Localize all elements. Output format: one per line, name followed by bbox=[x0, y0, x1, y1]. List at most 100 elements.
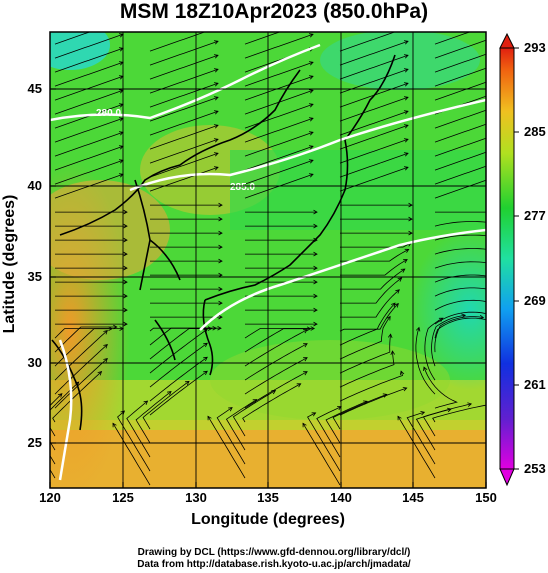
streamline bbox=[434, 248, 486, 255]
streamline-arrow-icon bbox=[203, 342, 208, 348]
streamline bbox=[54, 89, 124, 115]
streamline bbox=[149, 54, 219, 80]
grid-lines bbox=[50, 32, 486, 488]
streamline bbox=[432, 404, 486, 423]
streamline-arrow-icon bbox=[313, 307, 318, 313]
streamline-arrow-icon bbox=[313, 279, 318, 285]
y-tick-label: 30 bbox=[27, 355, 42, 370]
streamline bbox=[340, 259, 408, 276]
streamline bbox=[52, 371, 102, 423]
streamline-arrow-icon bbox=[123, 293, 128, 299]
streamline-arrow-icon bbox=[493, 321, 497, 325]
streamline bbox=[325, 400, 368, 444]
streamline bbox=[434, 109, 486, 129]
streamline bbox=[339, 96, 409, 122]
streamline-arrow-icon bbox=[213, 82, 219, 87]
streamline-arrow-icon bbox=[403, 259, 408, 264]
streamline bbox=[244, 159, 314, 185]
streamline-arrow-icon bbox=[213, 152, 219, 157]
streamline bbox=[332, 394, 387, 430]
streamline bbox=[244, 145, 314, 171]
streamline-arrow-icon bbox=[438, 317, 444, 322]
streamline bbox=[434, 137, 486, 157]
streamline bbox=[434, 299, 486, 311]
streamline-arrow-icon bbox=[108, 326, 113, 331]
streamline-arrow-icon bbox=[390, 350, 395, 355]
streamline bbox=[434, 311, 486, 325]
streamline bbox=[142, 380, 190, 430]
streamline-arrow-icon bbox=[184, 380, 190, 386]
streamline-arrow-icon bbox=[214, 27, 218, 31]
streamline-arrow-icon bbox=[103, 330, 108, 335]
y-tick-label: 45 bbox=[27, 81, 42, 96]
streamline bbox=[340, 242, 412, 248]
streamline bbox=[339, 387, 407, 416]
streamline-arrow-icon bbox=[271, 390, 277, 395]
streamline-arrow-icon bbox=[218, 216, 223, 222]
streamline-arrow-icon bbox=[403, 166, 409, 171]
x-ticks bbox=[49, 482, 487, 488]
streamline bbox=[244, 329, 308, 367]
streamline-arrow-icon bbox=[218, 300, 223, 306]
streamline bbox=[244, 131, 314, 157]
streamline-arrow-icon bbox=[408, 202, 413, 208]
streamline bbox=[54, 117, 124, 143]
streamline-arrow-icon bbox=[499, 20, 503, 24]
streamline-arrow-icon bbox=[391, 302, 396, 308]
streamline bbox=[225, 399, 257, 451]
y-tick-label: 25 bbox=[27, 435, 42, 450]
streamline-arrow-icon bbox=[218, 244, 223, 250]
streamline-arrow-icon bbox=[296, 383, 302, 388]
streamline-arrow-icon bbox=[217, 325, 222, 331]
streamline-arrow-icon bbox=[308, 159, 314, 164]
credit-data: Data from http://database.rish.kyoto-u.a… bbox=[137, 559, 411, 570]
streamline bbox=[434, 287, 486, 297]
streamline bbox=[149, 342, 208, 388]
streamline bbox=[434, 316, 484, 353]
streamline bbox=[423, 366, 458, 409]
contour-label-280: 280.0 bbox=[96, 108, 121, 119]
streamline-arrow-icon bbox=[306, 326, 312, 331]
streamline-arrow-icon bbox=[403, 110, 409, 115]
streamline bbox=[339, 54, 409, 80]
streamline bbox=[54, 344, 108, 395]
streamline bbox=[244, 75, 314, 101]
streamline bbox=[149, 124, 219, 150]
streamline bbox=[339, 166, 409, 192]
streamline bbox=[340, 289, 400, 318]
streamline bbox=[54, 33, 124, 59]
streamline bbox=[431, 314, 466, 367]
credit-drawing: Drawing by DCL (https://www.gfd-dennou.o… bbox=[137, 547, 411, 558]
streamline bbox=[149, 96, 219, 122]
streamline bbox=[339, 302, 396, 346]
streamline-arrow-icon bbox=[123, 279, 128, 285]
streamline bbox=[149, 82, 219, 108]
streamline bbox=[339, 316, 391, 360]
streamline-arrow-icon bbox=[479, 314, 485, 320]
streamline bbox=[54, 326, 117, 353]
streamline bbox=[434, 274, 486, 283]
colorbar-tick-label: 285 bbox=[524, 124, 546, 139]
streamline-arrow-icon bbox=[408, 230, 413, 236]
streamline-arrow-icon bbox=[213, 68, 219, 73]
streamline bbox=[232, 390, 276, 437]
colorbar bbox=[499, 32, 519, 487]
streamline bbox=[149, 328, 208, 374]
streamline-arrow-icon bbox=[303, 343, 308, 348]
streamline bbox=[207, 416, 246, 479]
streamline bbox=[54, 131, 124, 157]
streamline-arrow-icon bbox=[123, 209, 128, 215]
streamline bbox=[244, 117, 314, 143]
streamline bbox=[54, 75, 124, 101]
streamline-arrow-icon bbox=[402, 387, 408, 392]
streamline-arrow-icon bbox=[403, 40, 409, 45]
streamline bbox=[434, 221, 486, 227]
streamline bbox=[397, 416, 436, 479]
streamline-arrow-icon bbox=[123, 321, 128, 327]
streamline-arrow-icon bbox=[403, 138, 409, 143]
streamline bbox=[149, 152, 219, 178]
streamline-arrow-icon bbox=[408, 216, 413, 222]
streamline-arrow-icon bbox=[123, 237, 128, 243]
streamline-arrow-icon bbox=[400, 268, 406, 273]
streamline-arrow-icon bbox=[212, 325, 217, 331]
